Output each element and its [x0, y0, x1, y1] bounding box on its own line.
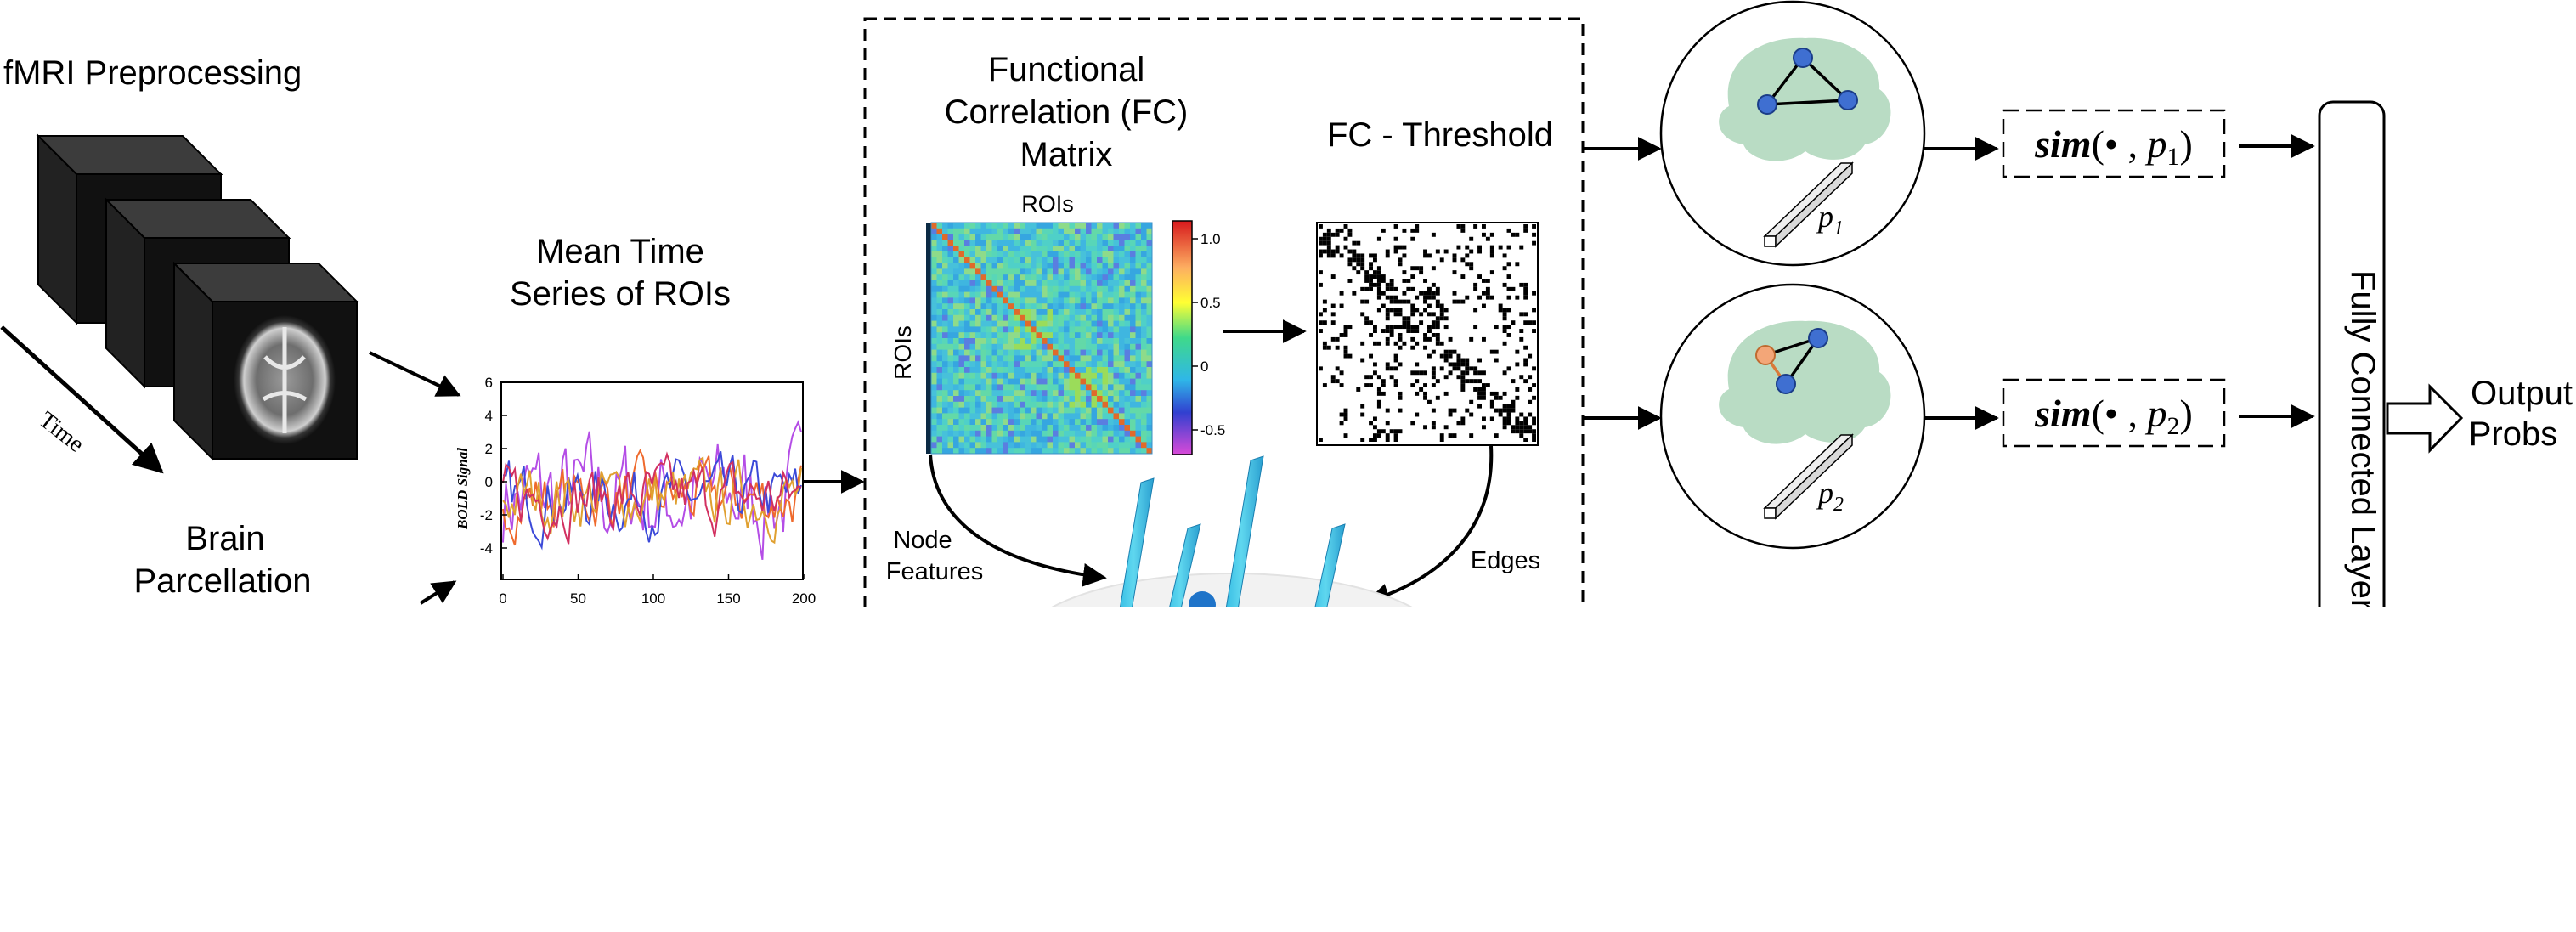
fc-title-line3: Matrix — [1020, 136, 1113, 173]
colorbar-tick-label: -0.5 — [1200, 422, 1225, 438]
fc-title-line2: Correlation (FC) — [945, 93, 1189, 131]
graph-node-highlighted — [1755, 345, 1776, 365]
time-arrow — [0, 325, 164, 474]
graph-node — [1793, 48, 1813, 68]
graph-node — [1757, 94, 1777, 115]
fc-title-line1: Functional — [988, 51, 1145, 88]
blank-area — [0, 607, 2576, 932]
y-tick-label: -2 — [480, 507, 493, 523]
bold-signal-label: BOLD Signal — [455, 448, 471, 530]
arrow-parcellation-to-series — [419, 580, 457, 605]
prototype-vector-1 — [1763, 161, 1854, 248]
preprocessing-title: fMRI Preprocessing — [3, 54, 302, 92]
fully-connected-label: Fully Connected Layer — [2344, 270, 2381, 610]
fc-graph-box — [863, 17, 1585, 932]
fc-colorbar: 1.0 0.5 0 -0.5 — [1172, 220, 1225, 455]
sim-box-1: sim(• , p1) — [2002, 109, 2226, 178]
colorbar-tick-label: 0 — [1200, 359, 1208, 375]
graph-node — [1808, 328, 1828, 348]
y-tick-label: 2 — [485, 441, 493, 457]
parcellation-label-line1: Brain — [185, 520, 264, 557]
y-tick-label: 6 — [485, 375, 493, 391]
graph-node — [1838, 90, 1858, 110]
x-tick-label: 200 — [792, 590, 816, 607]
fc-matrix-side-label: ROIs — [890, 325, 916, 380]
colorbar-tick-label: 0.5 — [1200, 295, 1221, 311]
fmri-volume-3 — [172, 261, 359, 461]
time-label: Time — [34, 407, 89, 458]
output-label-line1: Output — [2471, 375, 2573, 412]
y-tick-label: -4 — [480, 540, 493, 556]
edges-arrow — [1365, 445, 1494, 607]
series-title-line1: Mean Time — [536, 233, 704, 270]
time-series-plot: 6 4 2 0 -2 -4 0 50 100 150 200 BOLD Signal — [455, 375, 816, 607]
arrow-volumes-to-series — [369, 351, 461, 397]
fmri-volume-stack — [36, 133, 359, 461]
fc-matrix-heatmap — [931, 223, 1153, 455]
colorbar-tick-label: 1.0 — [1200, 231, 1221, 247]
threshold-title: FC - Threshold — [1327, 116, 1553, 154]
node-features-line2: Features — [886, 558, 983, 585]
series-title-line2: Series of ROIs — [510, 275, 731, 313]
prototype-2-circle: p2 — [1659, 283, 1926, 550]
x-tick-label: 50 — [570, 590, 586, 607]
threshold-matrix — [1316, 222, 1539, 446]
x-tick-label: 150 — [716, 590, 740, 607]
output-arrow — [2386, 383, 2464, 454]
brain-icon — [1719, 37, 1891, 161]
sim-expression-1: sim(• , p1) — [2034, 122, 2193, 171]
fc-matrix-top-label: ROIs — [1021, 191, 1074, 217]
x-tick-label: 0 — [499, 590, 506, 607]
series-line — [502, 451, 802, 545]
x-tick-label: 100 — [641, 590, 665, 607]
series-line — [502, 455, 802, 545]
sim-box-2: sim(• , p2) — [2002, 378, 2226, 448]
x-tick-labels: 0 50 100 150 200 — [499, 574, 816, 607]
y-tick-label: 4 — [485, 408, 493, 424]
colorbar-tick-labels: 1.0 0.5 0 -0.5 — [1192, 231, 1225, 438]
graph-node — [1776, 374, 1796, 394]
sim-expression-2: sim(• , p2) — [2034, 392, 2193, 440]
output-label-line2: Probs — [2469, 415, 2558, 453]
y-tick-label: 0 — [485, 474, 493, 490]
fc-matrix — [926, 222, 1153, 455]
node-features-arrow — [929, 454, 1107, 587]
prototype-2-label: p2 — [1816, 476, 1844, 516]
series-lines — [502, 420, 802, 560]
y-tick-labels: 6 4 2 0 -2 -4 — [480, 375, 507, 556]
parcellation-label-line2: Parcellation — [133, 562, 311, 600]
prototype-1-label: p1 — [1816, 200, 1844, 240]
node-features-line1: Node — [893, 527, 952, 554]
threshold-pixels — [1319, 224, 1536, 442]
edges-label: Edges — [1471, 547, 1540, 574]
prototype-1-circle: p1 — [1659, 0, 1926, 267]
prototype-vector-2 — [1763, 433, 1854, 520]
